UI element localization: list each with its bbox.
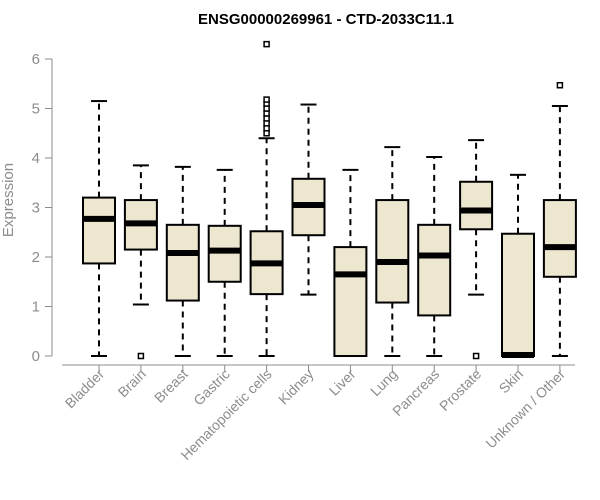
box bbox=[417, 223, 452, 317]
box-group bbox=[291, 103, 326, 296]
outlier-point bbox=[263, 40, 270, 48]
box-group bbox=[207, 168, 242, 357]
box-group bbox=[123, 164, 158, 360]
axes: 0 1 2 3 4 5 6 bbox=[32, 51, 575, 372]
chart-title: ENSG00000269961 - CTD-2033C11.1 bbox=[198, 11, 454, 28]
box bbox=[501, 232, 535, 357]
box-group bbox=[165, 165, 200, 357]
x-tick-label: Liver bbox=[326, 366, 359, 399]
x-tick-label: Kidney bbox=[275, 366, 317, 408]
x-tick-label: Bladder bbox=[62, 366, 108, 412]
box-group bbox=[417, 156, 452, 357]
outlier-point bbox=[556, 81, 564, 89]
box-group bbox=[459, 139, 494, 360]
outlier-point bbox=[263, 96, 270, 103]
plot-marks bbox=[82, 40, 577, 360]
y-tick-label: 0 bbox=[32, 348, 40, 365]
box-group bbox=[249, 40, 284, 357]
box bbox=[542, 199, 577, 278]
box bbox=[207, 224, 242, 283]
box bbox=[82, 196, 116, 265]
x-tick-label: Breast bbox=[151, 366, 191, 406]
y-tick-label: 2 bbox=[32, 249, 40, 266]
box bbox=[459, 180, 494, 231]
x-tick-label: Brain bbox=[115, 366, 149, 400]
x-tick-label: Prostate bbox=[436, 366, 484, 414]
box bbox=[333, 246, 368, 358]
box-group bbox=[333, 168, 368, 358]
x-tick-label: Pancreas bbox=[389, 366, 442, 419]
box-group bbox=[375, 146, 410, 357]
box bbox=[375, 199, 410, 304]
x-tick-label: Skin bbox=[496, 366, 527, 397]
box bbox=[165, 223, 200, 302]
y-tick-label: 1 bbox=[32, 299, 40, 316]
y-tick-label: 3 bbox=[32, 200, 40, 217]
y-tick-label: 5 bbox=[32, 101, 40, 118]
y-axis-label: Expression bbox=[0, 163, 17, 237]
x-tick-label: Unknown / Other bbox=[482, 366, 568, 452]
box-group bbox=[82, 100, 116, 357]
box-group bbox=[542, 81, 577, 357]
y-tick-label: 6 bbox=[32, 51, 40, 68]
x-tick-label: Lung bbox=[367, 366, 400, 399]
outlier-point bbox=[472, 352, 480, 360]
outlier-point bbox=[137, 352, 145, 360]
box-group bbox=[501, 173, 535, 359]
y-tick-label: 4 bbox=[32, 150, 40, 167]
